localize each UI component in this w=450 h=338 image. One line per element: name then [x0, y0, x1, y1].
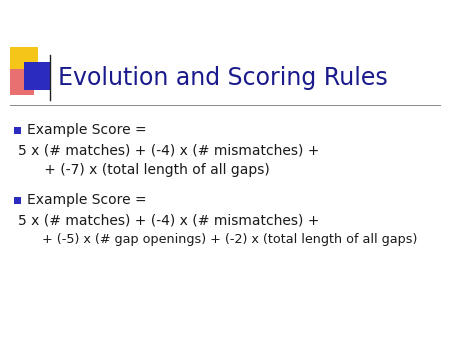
Bar [14, 127, 21, 134]
Text: Example Score =: Example Score = [27, 123, 147, 137]
Text: 5 x (# matches) + (-4) x (# mismatches) +: 5 x (# matches) + (-4) x (# mismatches) … [18, 143, 319, 157]
Bar [24, 62, 50, 90]
Text: Evolution and Scoring Rules: Evolution and Scoring Rules [58, 66, 388, 90]
Text: + (-7) x (total length of all gaps): + (-7) x (total length of all gaps) [18, 163, 270, 177]
Text: + (-5) x (# gap openings) + (-2) x (total length of all gaps): + (-5) x (# gap openings) + (-2) x (tota… [18, 234, 418, 246]
Text: Example Score =: Example Score = [27, 193, 147, 207]
Bar [10, 47, 38, 75]
Bar [14, 197, 21, 204]
Bar [10, 69, 34, 95]
Text: 5 x (# matches) + (-4) x (# mismatches) +: 5 x (# matches) + (-4) x (# mismatches) … [18, 213, 319, 227]
